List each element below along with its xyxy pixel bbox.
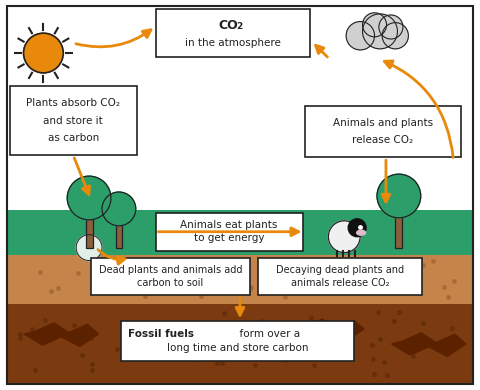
Text: animals release CO₂: animals release CO₂ xyxy=(290,278,389,288)
Circle shape xyxy=(67,176,111,220)
Bar xyxy=(156,9,310,57)
Ellipse shape xyxy=(357,230,366,235)
Circle shape xyxy=(328,221,360,253)
Circle shape xyxy=(24,33,63,73)
Bar xyxy=(116,222,122,248)
Text: Plants absorb CO₂: Plants absorb CO₂ xyxy=(26,98,120,108)
Text: as carbon: as carbon xyxy=(48,133,99,143)
Text: Fossil fuels: Fossil fuels xyxy=(128,329,193,339)
Text: to get energy: to get energy xyxy=(194,233,264,243)
Bar xyxy=(7,6,473,210)
Polygon shape xyxy=(24,323,98,346)
Text: Animals and plants: Animals and plants xyxy=(333,118,433,128)
Bar xyxy=(396,214,402,248)
Text: release CO₂: release CO₂ xyxy=(352,135,414,145)
Circle shape xyxy=(348,219,366,237)
Bar xyxy=(85,216,93,248)
Circle shape xyxy=(362,13,386,37)
Circle shape xyxy=(377,174,420,218)
Text: in the atmosphere: in the atmosphere xyxy=(185,38,280,48)
Circle shape xyxy=(76,235,102,261)
Bar xyxy=(156,213,302,251)
Text: Animals eat plants: Animals eat plants xyxy=(180,220,278,230)
Text: Decaying dead plants and: Decaying dead plants and xyxy=(276,265,404,275)
Circle shape xyxy=(382,23,408,49)
Text: long time and store carbon: long time and store carbon xyxy=(167,343,308,353)
Bar xyxy=(121,321,354,361)
Text: Dead plants and animals add: Dead plants and animals add xyxy=(99,265,242,275)
Bar xyxy=(7,255,473,304)
Circle shape xyxy=(346,21,374,50)
Text: 2: 2 xyxy=(236,23,242,32)
Text: form over a: form over a xyxy=(174,329,300,339)
Polygon shape xyxy=(391,333,466,356)
Bar xyxy=(10,86,137,155)
Circle shape xyxy=(362,14,397,49)
Text: CO: CO xyxy=(219,19,239,32)
Bar xyxy=(91,257,250,295)
Bar xyxy=(7,210,473,255)
Bar xyxy=(258,257,422,295)
Circle shape xyxy=(102,192,136,226)
Polygon shape xyxy=(295,319,364,340)
Circle shape xyxy=(379,15,403,39)
Polygon shape xyxy=(131,334,220,361)
Text: carbon to soil: carbon to soil xyxy=(137,278,204,288)
Bar xyxy=(304,106,461,157)
Bar xyxy=(7,304,473,384)
Text: and store it: and store it xyxy=(43,115,103,126)
